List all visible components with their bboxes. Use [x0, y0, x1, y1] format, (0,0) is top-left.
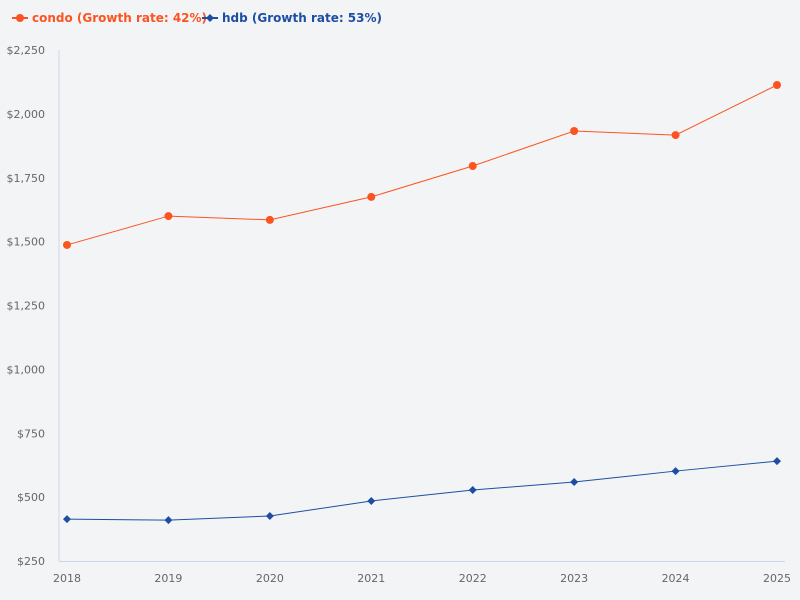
data-point	[773, 457, 781, 466]
x-tick-label: 2021	[357, 572, 385, 585]
x-tick-label: 2020	[256, 572, 284, 585]
y-tick-label: $500	[17, 491, 45, 504]
y-tick-label: $1,750	[7, 172, 46, 185]
data-point	[265, 215, 274, 224]
data-point	[16, 14, 24, 22]
x-tick-label: 2022	[459, 572, 487, 585]
x-tick-label: 2024	[662, 572, 690, 585]
x-tick-label: 2019	[154, 572, 182, 585]
legend-label: condo (Growth rate: 42%)	[32, 11, 207, 25]
y-tick-label: $1,000	[7, 363, 46, 376]
legend-item[interactable]: hdb (Growth rate: 53%)	[202, 11, 382, 25]
y-tick-label: $250	[17, 555, 45, 568]
data-point	[367, 496, 376, 505]
data-point	[367, 192, 376, 201]
data-point	[468, 485, 477, 494]
legend-item[interactable]: condo (Growth rate: 42%)	[12, 11, 207, 25]
data-point	[773, 81, 781, 90]
x-tick-label: 2023	[560, 572, 588, 585]
data-point	[206, 14, 214, 22]
y-tick-label: $2,250	[7, 44, 46, 57]
data-point	[570, 126, 579, 135]
data-point	[671, 467, 680, 476]
data-point	[671, 131, 680, 140]
x-tick-label: 2025	[763, 572, 791, 585]
data-point	[164, 212, 173, 221]
data-point	[63, 515, 71, 524]
series-line	[66, 460, 778, 521]
x-tick-label: 2018	[53, 572, 81, 585]
series-hdb	[63, 457, 781, 525]
legend-label: hdb (Growth rate: 53%)	[222, 11, 382, 25]
data-point	[164, 516, 173, 525]
series-line	[66, 84, 778, 246]
data-point	[468, 161, 477, 170]
y-tick-label: $1,500	[7, 236, 46, 249]
y-tick-label: $750	[17, 427, 45, 440]
data-point	[265, 512, 274, 521]
data-point	[63, 240, 71, 249]
y-tick-label: $1,250	[7, 300, 46, 313]
data-point	[570, 478, 579, 487]
y-tick-label: $2,000	[7, 108, 46, 121]
series-condo	[63, 81, 781, 249]
